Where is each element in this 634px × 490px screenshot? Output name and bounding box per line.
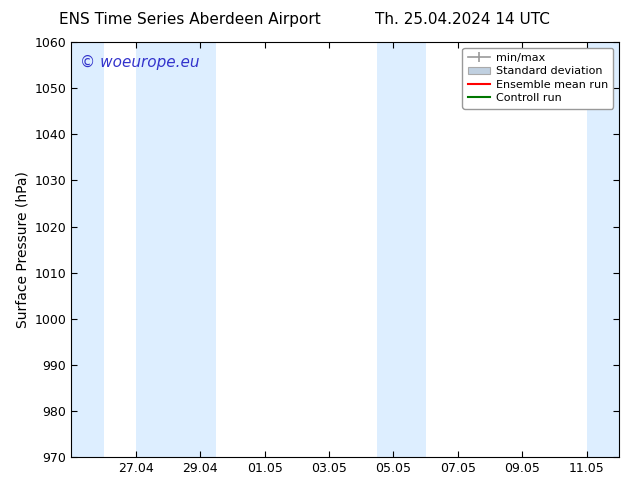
Bar bbox=[136, 42, 216, 457]
Y-axis label: Surface Pressure (hPa): Surface Pressure (hPa) bbox=[15, 171, 29, 328]
Text: © woeurope.eu: © woeurope.eu bbox=[79, 54, 199, 70]
Legend: min/max, Standard deviation, Ensemble mean run, Controll run: min/max, Standard deviation, Ensemble me… bbox=[462, 48, 614, 109]
Bar bbox=[71, 42, 103, 457]
Text: ENS Time Series Aberdeen Airport: ENS Time Series Aberdeen Airport bbox=[60, 12, 321, 27]
Bar bbox=[377, 42, 425, 457]
Text: Th. 25.04.2024 14 UTC: Th. 25.04.2024 14 UTC bbox=[375, 12, 550, 27]
Bar bbox=[587, 42, 619, 457]
